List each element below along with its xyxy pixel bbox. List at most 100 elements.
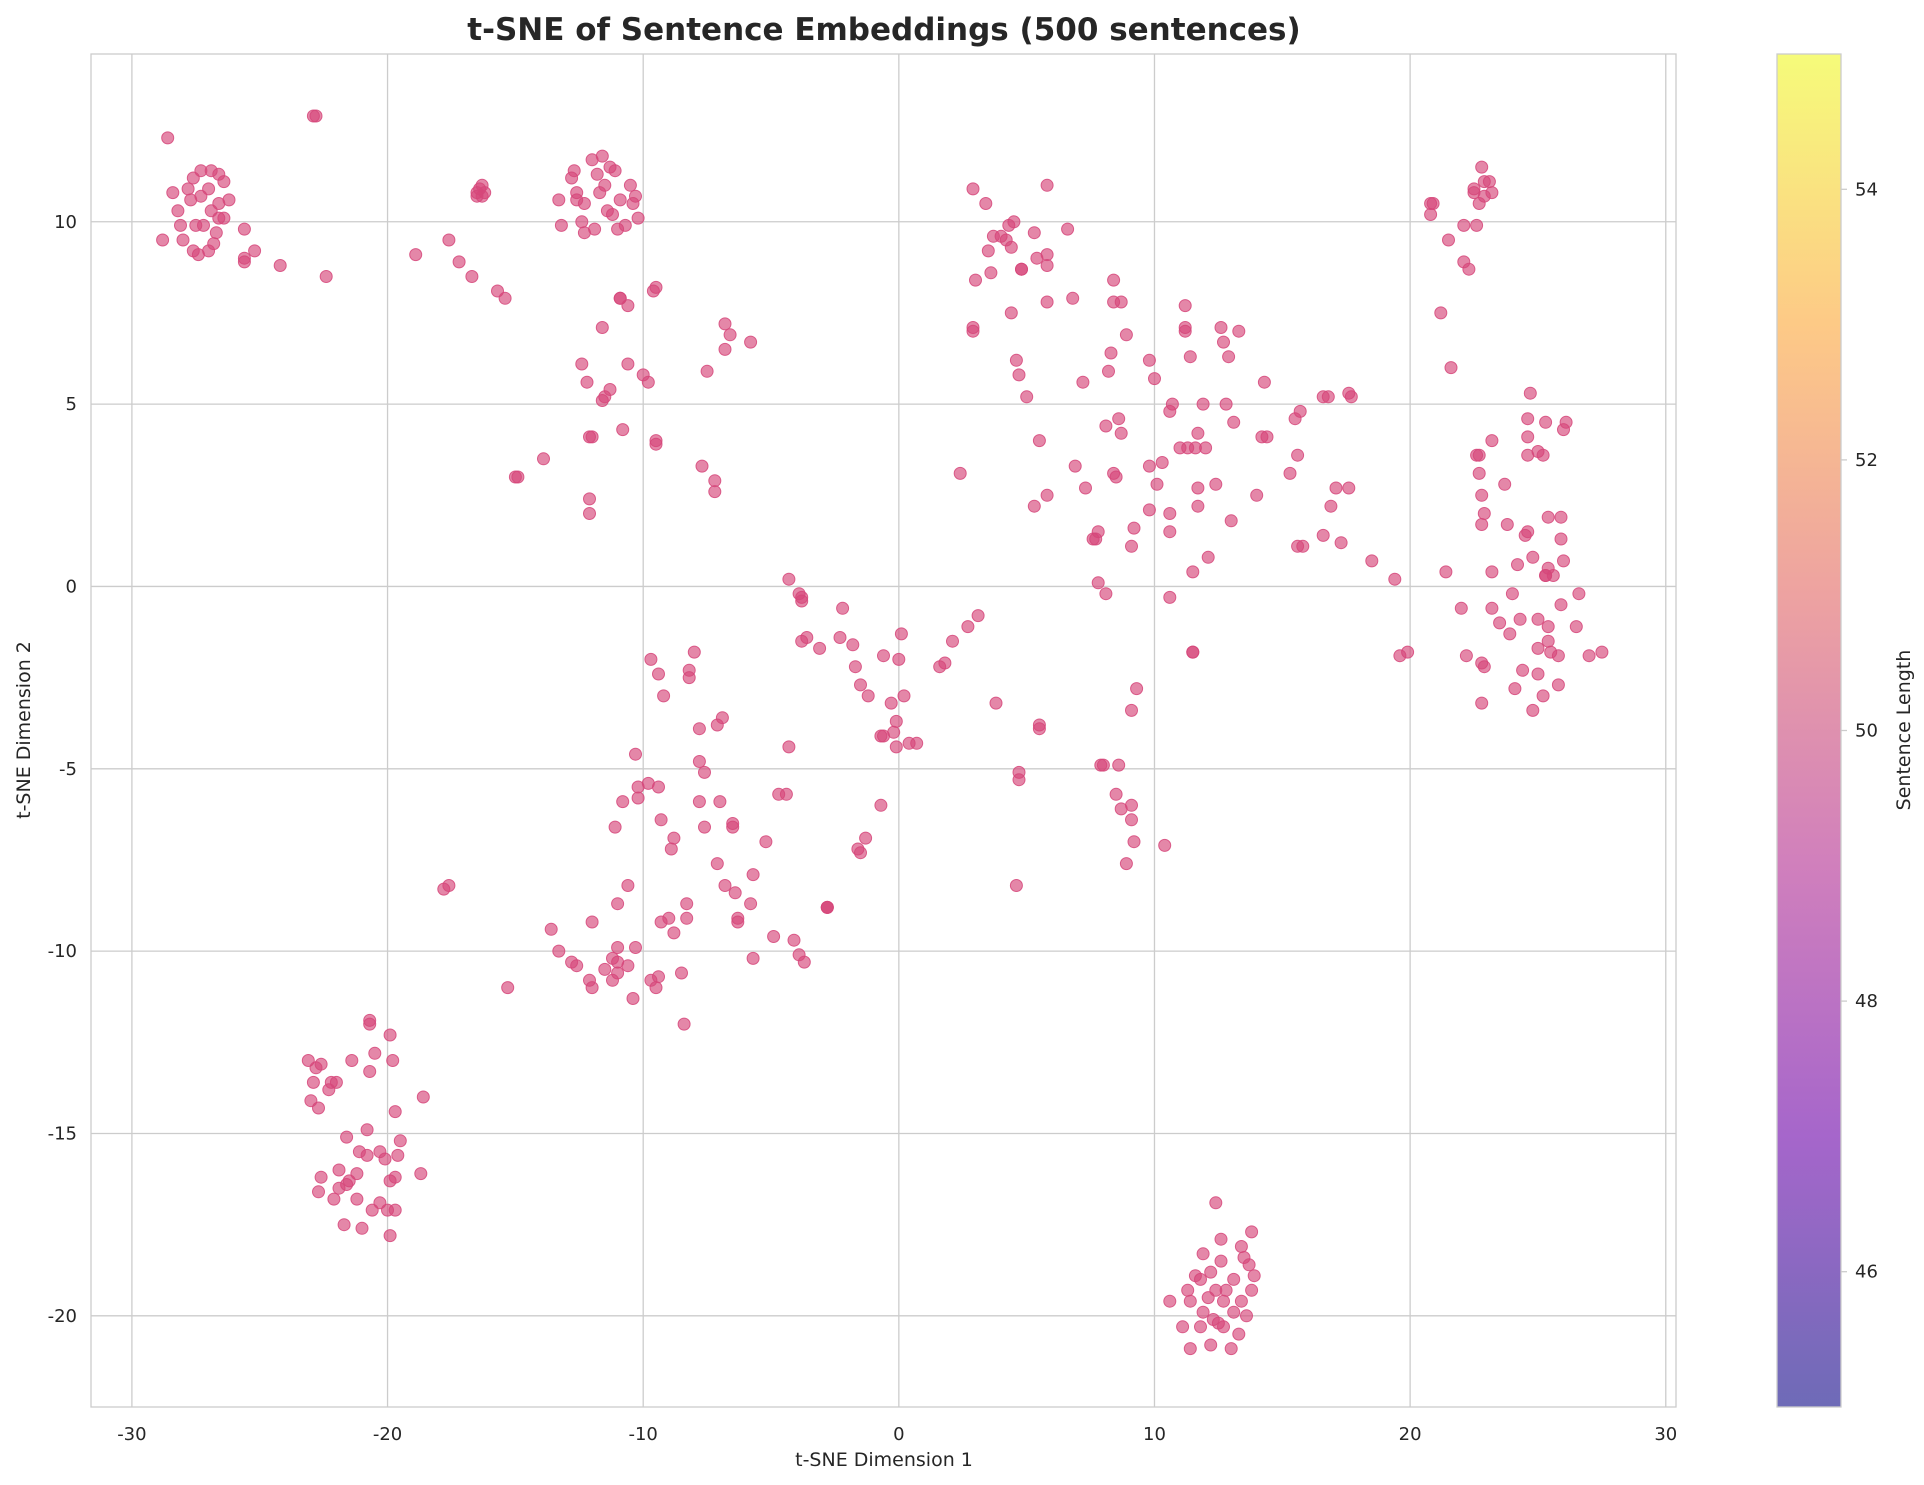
data-point [1219,397,1233,411]
data-point [1342,481,1356,495]
data-point [465,270,479,283]
data-point [452,255,466,269]
data-point [383,1028,397,1042]
data-point [304,1094,318,1108]
data-point [1539,415,1553,429]
data-point [1503,627,1517,641]
data-point [654,813,668,827]
data-point [1247,1269,1261,1283]
data-point [836,601,850,615]
data-point [718,317,732,331]
data-point [583,430,596,444]
data-point [746,868,760,882]
data-point [782,572,796,586]
data-point [1470,218,1484,232]
data-point [577,197,591,210]
data-point [1066,291,1080,305]
data-point [1426,197,1440,210]
data-point [1009,353,1023,367]
data-point [1061,222,1075,236]
data-point [1554,510,1568,524]
data-point [314,1057,328,1071]
data-point [1245,1225,1259,1239]
data-point [1104,346,1118,360]
data-point [237,255,251,269]
data-point [1217,335,1230,349]
data-point [388,1203,402,1217]
data-point [378,1152,392,1166]
data-point [1444,361,1458,375]
x-axis-label: t-SNE Dimension 1 [795,1449,973,1471]
data-point [1125,703,1138,717]
data-point [675,966,688,980]
data-point [1526,703,1540,717]
data-point [1194,1320,1207,1334]
data-point [1442,233,1455,247]
data-point [585,915,599,929]
data-point [327,1192,341,1206]
data-point [1165,397,1179,411]
data-point [897,689,911,703]
data-point [1511,558,1524,572]
data-point [608,820,622,834]
data-point [1009,879,1023,892]
data-point [1521,412,1535,426]
data-point [600,204,614,218]
data-point [848,660,862,674]
data-point [859,831,873,845]
colorbar-label: Sentence Length [1893,650,1915,811]
data-point [1557,554,1570,568]
data-point [1020,390,1034,404]
data-point [1475,160,1489,174]
data-point [329,1075,343,1089]
data-point [217,175,231,189]
data-point [363,1013,377,1027]
data-point [1227,1305,1241,1319]
data-point [309,109,323,123]
data-point [1204,1265,1218,1279]
data-point [217,211,231,225]
data-point [621,357,635,371]
data-point [1531,612,1545,626]
data-point [667,831,681,845]
data-point [511,470,525,484]
data-point [698,820,711,834]
data-point [616,795,630,809]
data-point [1114,295,1128,309]
data-point [631,791,645,805]
data-point [1222,350,1236,364]
y-tick-label: 10 [54,212,77,233]
data-point [1454,601,1468,615]
colorbar-tick-label: 50 [1855,721,1878,742]
data-point [667,926,681,940]
y-tick-label: -20 [48,1306,77,1327]
data-point [800,631,814,644]
data-point [360,1148,374,1162]
data-point [1004,306,1018,320]
data-point [677,1017,691,1031]
x-tick-label: 30 [1654,1424,1677,1445]
data-point [1234,1240,1248,1253]
data-point [1459,649,1473,663]
data-point [910,736,924,750]
colorbar-tick-label: 52 [1855,450,1878,471]
data-point [1130,682,1144,696]
data-point [1424,208,1438,221]
x-tick-label: 0 [893,1424,904,1445]
data-point [1293,404,1307,418]
data-point [646,284,660,298]
data-point [1462,262,1476,276]
data-point [595,394,609,407]
y-tick-label: -15 [48,1123,77,1144]
data-point [598,962,612,976]
data-point [1186,645,1200,659]
data-point [613,193,627,207]
data-point [1163,590,1177,604]
data-point [618,218,632,232]
data-point [698,765,711,779]
data-point [312,1185,325,1199]
data-point [680,897,694,911]
data-point [391,1148,405,1162]
data-point [1234,1294,1248,1308]
